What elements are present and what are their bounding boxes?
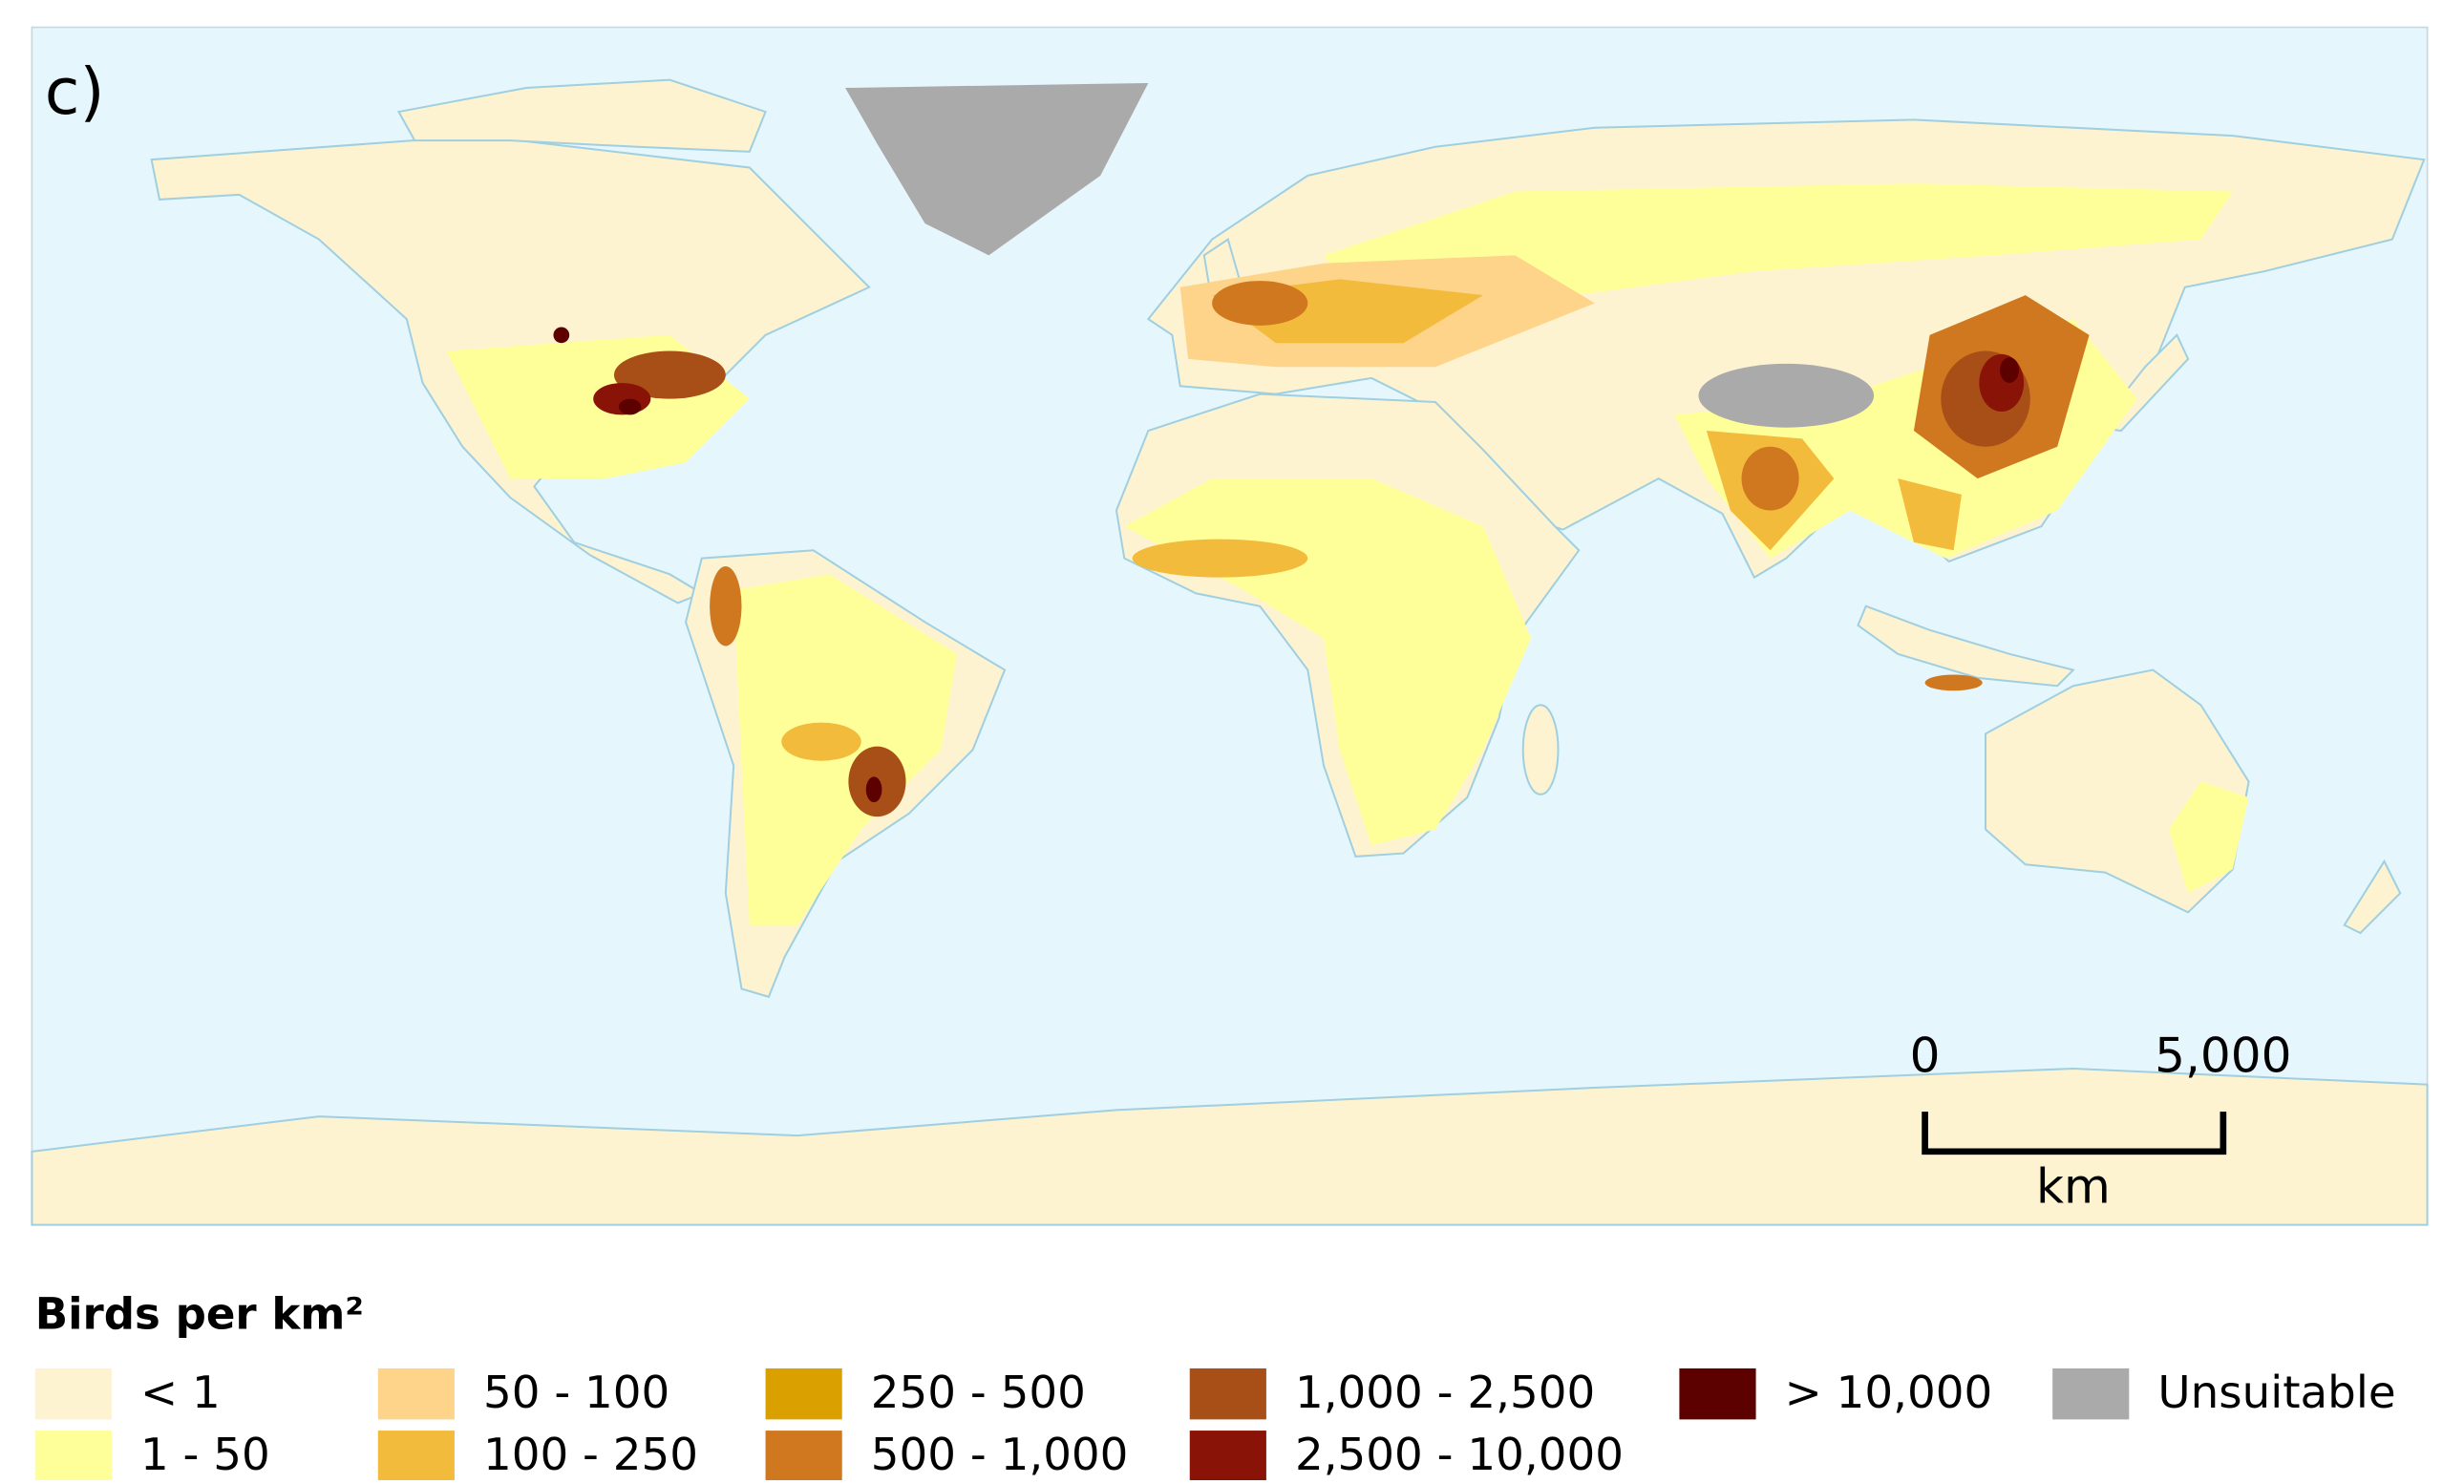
density-region (2169, 781, 2249, 894)
density-region (2000, 357, 2020, 383)
legend-label: 1 - 50 (140, 1430, 270, 1480)
scale-tick-label: 0 (1910, 1028, 1941, 1083)
legend-swatch (34, 1367, 112, 1420)
scale-bar (1922, 1112, 2227, 1155)
density-region (1924, 674, 1983, 691)
density-region (865, 776, 882, 803)
legend-label: 2,500 - 10,000 (1295, 1430, 1624, 1480)
indonesia (1857, 604, 2075, 688)
legend-label: < 1 (140, 1367, 221, 1419)
density-region (1741, 446, 1799, 511)
madagascar (1521, 704, 1560, 795)
legend-swatch (377, 1367, 455, 1420)
legend-label: 50 - 100 (483, 1367, 669, 1419)
legend-swatch (1189, 1367, 1266, 1420)
density-region (781, 722, 861, 761)
legend-swatch (1189, 1431, 1266, 1482)
density-region (618, 398, 642, 415)
new-zealand (2343, 859, 2402, 935)
scale-tick-label: 5,000 (2155, 1028, 2291, 1083)
panel-label: c) (45, 54, 105, 129)
legend-swatch (1679, 1367, 1756, 1420)
map: c) 0 5,000 km (31, 26, 2429, 1226)
legend-swatch (765, 1431, 842, 1482)
legend: < 1 1 - 50 50 - 100 100 - 250 250 - 500 500 -… (34, 1367, 2396, 1482)
density-region (1898, 478, 1962, 551)
legend-swatch (34, 1431, 112, 1482)
legend-label: 250 - 500 (871, 1367, 1086, 1419)
legend-label: 1,000 - 2,500 (1295, 1367, 1595, 1419)
legend-swatch (377, 1431, 455, 1482)
density-region (1212, 281, 1308, 326)
legend-swatch (2052, 1367, 2130, 1420)
density-region (1132, 539, 1308, 578)
legend-label: > 10,000 (1785, 1367, 1993, 1419)
legend-label: 500 - 1,000 (871, 1430, 1129, 1480)
density (446, 83, 2249, 925)
legend-swatch (765, 1367, 842, 1420)
legend-title: Birds per km² (35, 1289, 364, 1340)
legend-label: 100 - 250 (483, 1430, 698, 1480)
arctic-islands (396, 78, 767, 153)
greenland (845, 83, 1149, 256)
density-region (553, 327, 570, 344)
density-region (613, 350, 726, 399)
scale-bar-line (1922, 1112, 2227, 1155)
density-region (710, 565, 742, 647)
legend-label: Unsuitable (2157, 1367, 2395, 1419)
scale-unit: km (2036, 1158, 2111, 1214)
tibet (1698, 363, 1875, 428)
antarctica (31, 1067, 2429, 1226)
